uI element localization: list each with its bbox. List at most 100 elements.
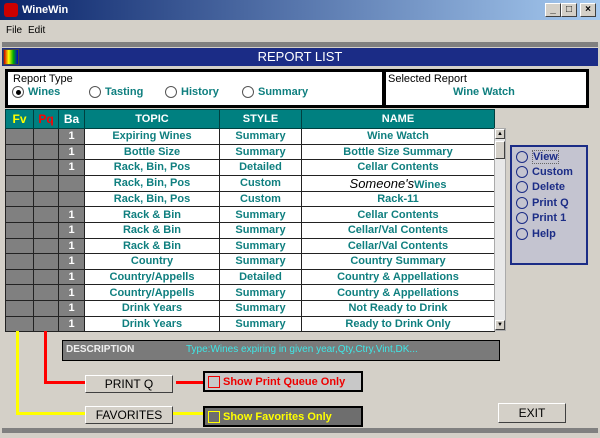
col-name[interactable]: NAME	[301, 109, 495, 129]
close-button[interactable]: ×	[580, 3, 596, 17]
col-pq[interactable]: Pq	[33, 109, 59, 129]
action-label: Print Q	[532, 196, 569, 209]
fv-cell[interactable]	[5, 128, 34, 145]
table-row[interactable]: 1 Rack & Bin Summary Cellar Contents	[5, 206, 495, 223]
table-row[interactable]: 1 Rack & Bin Summary Cellar/Val Contents	[5, 237, 495, 255]
ba-cell: 1	[58, 237, 85, 255]
style-cell: Summary	[219, 253, 302, 270]
window-title: WineWin	[22, 4, 69, 16]
name-cell: Wine Watch	[301, 128, 495, 145]
fv-cell[interactable]	[5, 268, 34, 286]
menu-file[interactable]: File	[6, 25, 23, 36]
topic-cell: Rack, Bin, Pos	[84, 159, 220, 176]
radio-icon	[89, 86, 101, 98]
style-cell: Summary	[219, 143, 302, 161]
table-row[interactable]: 1 Drink Years Summary Ready to Drink Only	[5, 315, 495, 333]
ba-cell: 1	[58, 159, 85, 176]
show-print-queue-checkbox[interactable]: Show Print Queue Only	[203, 371, 363, 392]
favorites-connector	[16, 331, 19, 415]
table-row[interactable]: 1 Expiring Wines Summary Wine Watch	[5, 128, 495, 145]
pq-cell[interactable]	[33, 299, 59, 317]
pq-cell[interactable]	[33, 128, 59, 145]
scroll-down-arrow[interactable]: ▼	[495, 320, 505, 330]
table-row[interactable]: 1 Country/Appells Summary Country & Appella…	[5, 284, 495, 301]
name-cell: Cellar/Val Contents	[301, 221, 495, 239]
action-print-1[interactable]: Print 1	[516, 212, 566, 224]
radio-tasting[interactable]: Tasting	[89, 86, 143, 98]
col-ba[interactable]: Ba	[58, 109, 85, 129]
table-row[interactable]: 1 Rack, Bin, Pos Detailed Cellar Contents	[5, 159, 495, 176]
maximize-button[interactable]: □	[561, 3, 577, 17]
radio-summary[interactable]: Summary	[242, 86, 308, 98]
pq-cell[interactable]	[33, 159, 59, 176]
fv-cell[interactable]	[5, 315, 34, 333]
table-row[interactable]: 1 Country/Appells Detailed Country & Appell…	[5, 268, 495, 286]
scroll-up-arrow[interactable]: ▲	[495, 129, 505, 139]
action-delete[interactable]: Delete	[516, 181, 565, 193]
app-icon	[4, 3, 18, 17]
action-label: View	[532, 150, 559, 164]
minimize-button[interactable]: _	[545, 3, 561, 17]
pq-cell[interactable]	[33, 221, 59, 239]
table-row[interactable]: Rack, Bin, Pos Custom Rack-11	[5, 190, 495, 208]
menu-edit[interactable]: Edit	[28, 25, 46, 36]
checkbox-label: Show Print Queue Only	[223, 375, 346, 388]
action-print-q[interactable]: Print Q	[516, 196, 569, 209]
show-favorites-checkbox[interactable]: Show Favorites Only	[203, 406, 363, 427]
action-custom[interactable]: Custom	[516, 165, 573, 178]
name-cell: Ready to Drink Only	[301, 315, 495, 333]
fv-cell[interactable]	[5, 221, 34, 239]
fv-cell[interactable]	[5, 237, 34, 255]
scrollbar[interactable]: ▲ ▼	[494, 128, 506, 331]
divider	[2, 42, 598, 47]
name-cell: Cellar/Val Contents	[301, 237, 495, 255]
radio-label: History	[181, 86, 219, 98]
fv-cell[interactable]	[5, 159, 34, 176]
fv-cell[interactable]	[5, 190, 34, 208]
pq-cell[interactable]	[33, 190, 59, 208]
table-row[interactable]: 1 Drink Years Summary Not Ready to Drink	[5, 299, 495, 317]
fv-cell[interactable]	[5, 299, 34, 317]
pq-cell[interactable]	[33, 237, 59, 255]
name-cell: Someone'sWines	[301, 174, 495, 192]
fv-cell[interactable]	[5, 253, 34, 270]
topic-cell: Rack & Bin	[84, 221, 220, 239]
col-style[interactable]: STYLE	[219, 109, 302, 129]
pq-cell[interactable]	[33, 253, 59, 270]
name-overlay: Someone's	[349, 175, 415, 191]
table-row[interactable]: Rack, Bin, Pos Custom Someone'sWines	[5, 174, 495, 192]
pq-cell[interactable]	[33, 174, 59, 192]
radio-history[interactable]: History	[165, 86, 219, 98]
style-cell: Custom	[219, 174, 302, 192]
pq-cell[interactable]	[33, 143, 59, 161]
ba-cell: 1	[58, 284, 85, 301]
radio-wines[interactable]: Wines	[12, 86, 60, 98]
name-cell: Country & Appellations	[301, 284, 495, 301]
scroll-thumb[interactable]	[495, 141, 505, 159]
action-label: Custom	[532, 165, 573, 178]
pq-cell[interactable]	[33, 206, 59, 223]
fv-cell[interactable]	[5, 174, 34, 192]
pq-cell[interactable]	[33, 284, 59, 301]
selected-report-label: Selected Report	[388, 73, 467, 85]
ba-cell	[58, 190, 85, 208]
print-q-button[interactable]: PRINT Q	[85, 375, 173, 393]
action-help[interactable]: Help	[516, 227, 556, 240]
action-label: Help	[532, 227, 556, 240]
col-fv[interactable]: Fv	[5, 109, 34, 129]
table-row[interactable]: 1 Country Summary Country Summary	[5, 253, 495, 270]
table-row[interactable]: 1 Rack & Bin Summary Cellar/Val Contents	[5, 221, 495, 239]
radio-label: Summary	[258, 86, 309, 98]
col-topic[interactable]: TOPIC	[84, 109, 220, 129]
action-view[interactable]: View	[516, 150, 559, 164]
name-cell: Bottle Size Summary	[301, 143, 495, 161]
pq-cell[interactable]	[33, 315, 59, 333]
exit-button[interactable]: EXIT	[498, 403, 566, 423]
fv-cell[interactable]	[5, 284, 34, 301]
description-value: Type:Wines expiring in given year,Qty,Ct…	[186, 344, 418, 355]
pq-cell[interactable]	[33, 268, 59, 286]
fv-cell[interactable]	[5, 206, 34, 223]
fv-cell[interactable]	[5, 143, 34, 161]
favorites-button[interactable]: FAVORITES	[85, 406, 173, 424]
table-row[interactable]: 1 Bottle Size Summary Bottle Size Summary	[5, 143, 495, 161]
